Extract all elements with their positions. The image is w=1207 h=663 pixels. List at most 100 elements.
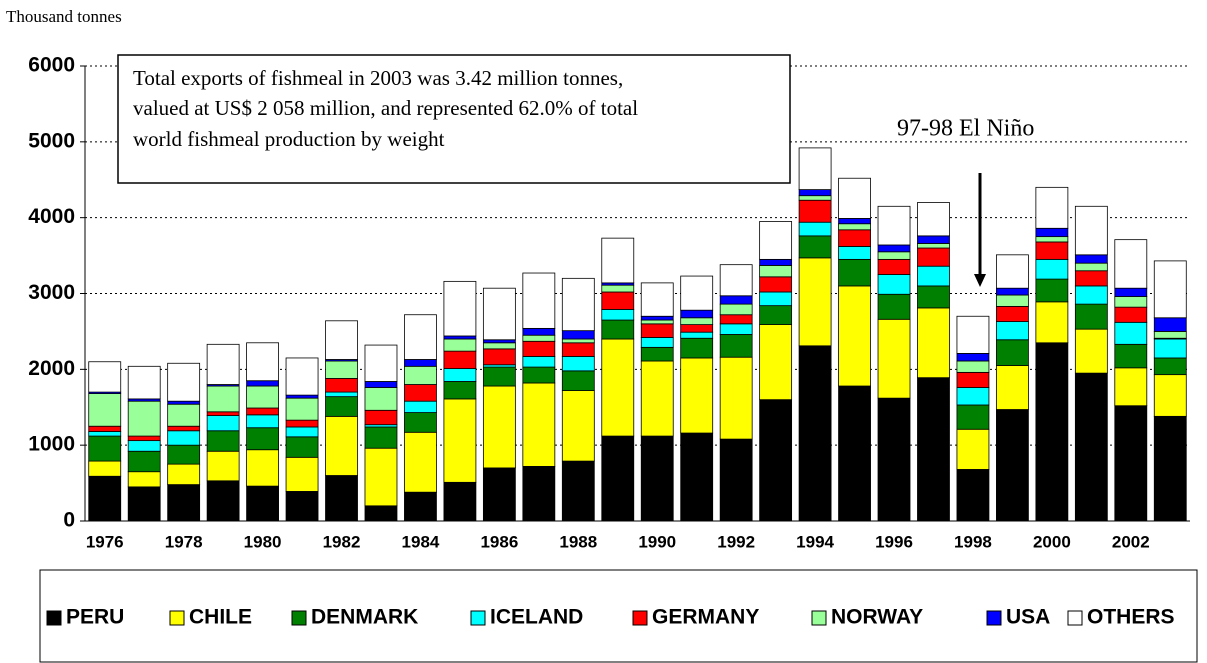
bar-segment bbox=[285, 436, 319, 458]
bar-segment bbox=[601, 435, 635, 522]
x-tick-label: 1980 bbox=[244, 532, 282, 551]
bar-segment bbox=[285, 456, 319, 492]
bar-segment bbox=[680, 309, 714, 319]
bar-segment bbox=[167, 425, 201, 432]
bar-segment bbox=[877, 397, 911, 522]
bar-segment bbox=[246, 385, 279, 409]
bar-segment bbox=[443, 381, 477, 400]
bar-segment bbox=[482, 287, 516, 341]
bar-segment bbox=[404, 431, 437, 493]
bar-segment bbox=[719, 323, 753, 335]
bar-segment bbox=[1035, 227, 1069, 238]
bar-segment bbox=[482, 366, 516, 387]
bar-segment bbox=[206, 415, 240, 432]
bar-segment bbox=[522, 327, 556, 336]
bar-segment bbox=[88, 393, 122, 427]
bar-segment bbox=[1153, 374, 1187, 417]
bar-segment bbox=[877, 244, 911, 253]
bar-segment bbox=[996, 294, 1029, 307]
bar-segment bbox=[127, 471, 161, 488]
bar-segment bbox=[325, 415, 358, 476]
bar-segment bbox=[917, 265, 950, 287]
bar-segment bbox=[1153, 260, 1187, 319]
bar-segment bbox=[1074, 285, 1108, 305]
legend-label: NORWAY bbox=[831, 606, 923, 629]
bar-segment bbox=[285, 426, 319, 438]
bar-segment bbox=[917, 235, 950, 244]
bar-segment bbox=[206, 430, 240, 452]
bar-segment bbox=[877, 293, 911, 320]
bar-segment bbox=[917, 285, 950, 309]
y-tick-label: 0 bbox=[63, 509, 75, 532]
bar-segment bbox=[759, 305, 793, 325]
legend-label: PERU bbox=[66, 606, 124, 629]
legend-swatch bbox=[986, 610, 1002, 626]
x-tick-label: 1992 bbox=[717, 532, 755, 551]
bar-segment bbox=[522, 356, 556, 368]
bar-segment bbox=[838, 246, 871, 260]
x-tick-label: 1982 bbox=[323, 532, 361, 551]
bar-segment bbox=[680, 357, 714, 434]
bar-segment bbox=[1074, 372, 1108, 522]
bar-segment bbox=[364, 344, 398, 382]
bar-segment bbox=[522, 340, 556, 357]
bar-segment bbox=[404, 365, 437, 385]
bar-segment bbox=[996, 409, 1029, 522]
bar-segment bbox=[996, 287, 1029, 296]
bar-segment bbox=[364, 387, 398, 411]
bar-segment bbox=[759, 221, 793, 260]
bar-segment bbox=[640, 323, 674, 338]
bar-segment bbox=[917, 202, 950, 237]
legend-label: DENMARK bbox=[311, 606, 418, 629]
bar-segment bbox=[364, 381, 398, 388]
y-tick-label: 4000 bbox=[28, 205, 75, 228]
bar-segment bbox=[443, 280, 477, 337]
bar-segment bbox=[601, 284, 635, 293]
bar-segment bbox=[996, 321, 1029, 341]
bar-segment bbox=[956, 353, 990, 362]
legend-swatch bbox=[811, 610, 827, 626]
bar-segment bbox=[88, 431, 122, 437]
bar-segment bbox=[956, 387, 990, 406]
bar-segment bbox=[88, 425, 122, 432]
bar-segment bbox=[1035, 236, 1069, 243]
bar-segment bbox=[759, 258, 793, 266]
bar-segment bbox=[246, 485, 279, 522]
bar-segment bbox=[798, 147, 832, 191]
bar-segment bbox=[285, 419, 319, 428]
bar-segment bbox=[877, 274, 911, 295]
bar-segment bbox=[640, 337, 674, 348]
bar-segment bbox=[127, 440, 161, 452]
bar-segment bbox=[601, 338, 635, 437]
legend-swatch bbox=[470, 610, 486, 626]
bar-segment bbox=[522, 382, 556, 467]
bar-segment bbox=[798, 195, 832, 201]
annotation-line: world fishmeal production by weight bbox=[133, 127, 445, 151]
bar-segment bbox=[1074, 303, 1108, 330]
annotation-line: valued at US$ 2 058 million, and represe… bbox=[133, 96, 638, 120]
bar-segment bbox=[1074, 270, 1108, 287]
bar-segment bbox=[246, 407, 279, 416]
bar-segment bbox=[246, 414, 279, 429]
bar-segment bbox=[522, 334, 556, 342]
bar-segment bbox=[285, 491, 319, 522]
bar-segment bbox=[996, 305, 1029, 322]
bar-segment bbox=[206, 385, 240, 413]
bar-segment bbox=[482, 467, 516, 522]
bar-segment bbox=[443, 481, 477, 522]
bar-segment bbox=[246, 449, 279, 487]
bar-segment bbox=[443, 398, 477, 483]
x-tick-label: 1976 bbox=[86, 532, 124, 551]
bar-segment bbox=[1153, 415, 1187, 522]
bar-segment bbox=[364, 505, 398, 522]
bar-segment bbox=[601, 237, 635, 284]
legend-box bbox=[39, 569, 1198, 663]
bar-segment bbox=[838, 385, 871, 522]
bar-segment bbox=[1114, 405, 1148, 522]
bar-segment bbox=[917, 247, 950, 267]
bar-segment bbox=[246, 380, 279, 387]
bar-segment bbox=[1035, 301, 1069, 344]
bar-segment bbox=[522, 366, 556, 384]
bar-segment bbox=[877, 251, 911, 260]
